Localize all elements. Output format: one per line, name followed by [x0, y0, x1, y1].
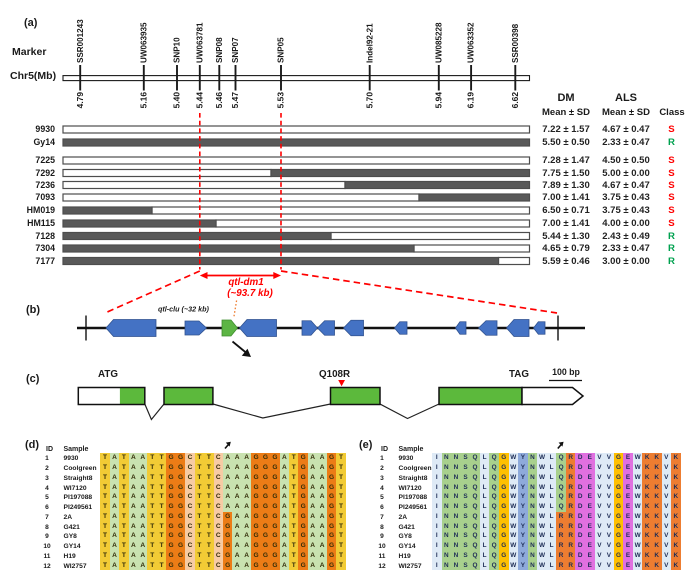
svg-text:SNP08: SNP08 [215, 37, 224, 63]
svg-text:Indel92-21: Indel92-21 [365, 23, 374, 63]
svg-text:UW085228: UW085228 [434, 22, 443, 63]
svg-text:SNP10: SNP10 [173, 37, 182, 63]
svg-text:UW063781: UW063781 [195, 22, 204, 63]
svg-text:SSR001243: SSR001243 [76, 19, 85, 63]
svg-text:5.94: 5.94 [433, 92, 443, 109]
svg-text:qtl-clu (~32 kb): qtl-clu (~32 kb) [158, 305, 210, 314]
svg-text:5.47: 5.47 [230, 92, 240, 109]
svg-text:6.62: 6.62 [510, 92, 520, 109]
svg-text:SNP05: SNP05 [277, 37, 286, 63]
svg-text:SNP07: SNP07 [231, 37, 240, 63]
svg-text:UW063935: UW063935 [139, 22, 148, 63]
svg-text:5.70: 5.70 [364, 92, 374, 109]
svg-text:5.46: 5.46 [214, 92, 224, 109]
svg-text:SSR00398: SSR00398 [511, 23, 520, 63]
svg-text:5.16: 5.16 [138, 92, 148, 109]
svg-text:4.79: 4.79 [75, 92, 85, 109]
svg-text:5.44: 5.44 [194, 92, 204, 109]
svg-text:5.53: 5.53 [276, 92, 286, 109]
svg-text:UW063352: UW063352 [467, 22, 476, 63]
svg-text:5.40: 5.40 [172, 92, 182, 109]
svg-text:6.19: 6.19 [466, 92, 476, 109]
